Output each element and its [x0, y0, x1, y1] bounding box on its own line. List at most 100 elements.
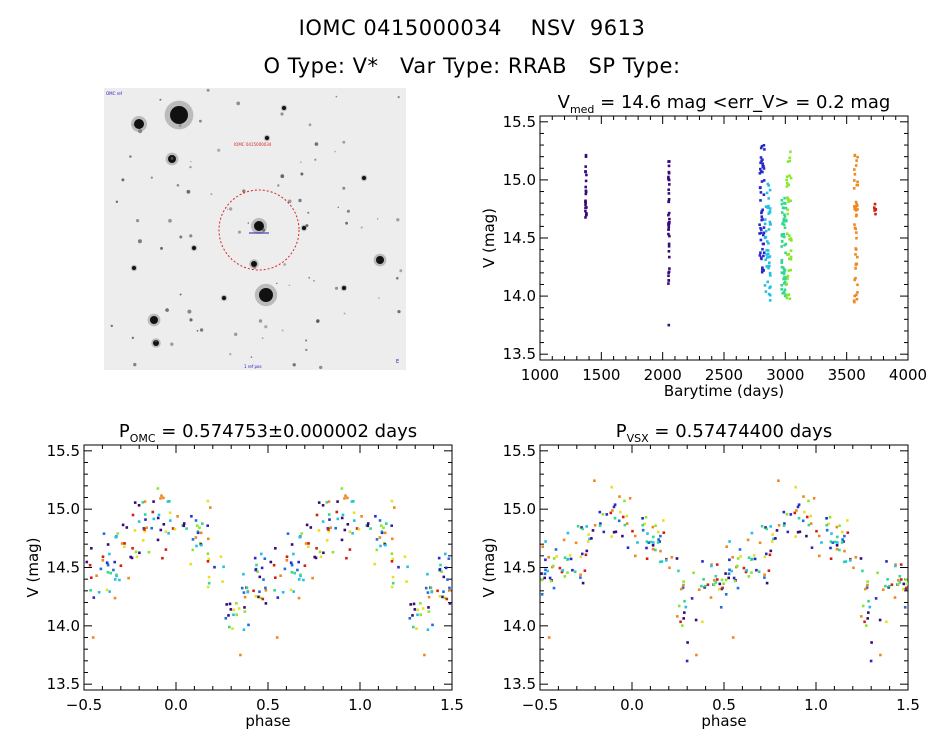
data-point [728, 558, 731, 562]
data-point [752, 554, 756, 557]
data-point [768, 299, 772, 302]
data-point [243, 595, 247, 599]
data-point [261, 597, 265, 601]
data-point [794, 535, 797, 538]
data-point [601, 513, 605, 516]
sky-faint-star [247, 222, 250, 224]
y-tick-label: 14.5 [503, 559, 536, 577]
data-point [116, 532, 120, 535]
data-point [712, 583, 716, 586]
sky-faint-star [298, 198, 302, 203]
data-point [195, 544, 198, 548]
data-point [341, 513, 345, 517]
data-point [164, 548, 168, 551]
data-point [143, 500, 147, 503]
data-point [141, 539, 145, 542]
data-point [789, 255, 793, 259]
data-point [750, 557, 754, 561]
data-point [771, 533, 774, 536]
data-point [759, 226, 762, 230]
data-point [722, 582, 725, 585]
data-point [846, 519, 849, 522]
data-point [552, 557, 556, 560]
data-point [331, 550, 335, 554]
data-point [584, 200, 587, 204]
data-point [348, 548, 352, 551]
data-point [667, 232, 670, 236]
data-point [759, 191, 763, 194]
data-point [765, 265, 768, 268]
data-point [667, 192, 671, 195]
data-point [206, 499, 210, 503]
data-point [424, 586, 428, 590]
data-point [403, 555, 407, 558]
data-point [382, 526, 385, 530]
data-point [853, 278, 856, 282]
data-point [379, 544, 382, 548]
data-point [725, 545, 728, 548]
data-point [714, 581, 718, 584]
data-point [228, 602, 232, 606]
data-point [758, 172, 762, 175]
data-point [558, 566, 562, 570]
data-point [656, 541, 660, 544]
data-point [334, 526, 337, 530]
data-point [767, 569, 771, 572]
sky-faint-star [377, 218, 379, 220]
data-point [762, 231, 766, 235]
data-point [774, 537, 777, 540]
data-point [790, 239, 793, 242]
data-point [759, 256, 763, 259]
sky-faint-star [242, 189, 246, 193]
chart-title: Vmed = 14.6 mag <err_V> = 0.2 mag [558, 92, 891, 116]
data-point [667, 245, 671, 248]
chart-title-main: V [558, 92, 571, 113]
data-point [838, 524, 841, 527]
data-point [199, 531, 203, 535]
data-point [780, 283, 783, 287]
x-tick-label: 0.5 [712, 696, 736, 714]
data-point [786, 293, 789, 297]
data-point [766, 249, 770, 252]
data-point [547, 556, 550, 559]
sky-faint-star [305, 339, 308, 342]
data-point [343, 497, 346, 500]
data-point [390, 524, 393, 527]
sky-faint-star [154, 340, 157, 343]
data-point [789, 199, 792, 203]
data-point [263, 557, 267, 560]
data-point [134, 550, 138, 554]
data-point [682, 617, 685, 620]
data-point [718, 588, 721, 591]
data-point [222, 565, 225, 569]
data-point [785, 513, 789, 516]
sky-faint-star [190, 160, 192, 163]
data-point [446, 578, 449, 581]
data-point [780, 211, 784, 214]
data-point [701, 620, 704, 624]
data-point [224, 617, 228, 620]
data-point [563, 575, 567, 578]
data-point [586, 540, 590, 543]
data-point [686, 641, 689, 644]
data-point [546, 569, 549, 573]
sky-label-east: E [396, 359, 399, 365]
data-point [759, 156, 763, 159]
data-point [541, 545, 544, 548]
data-point [668, 566, 671, 570]
data-point [647, 541, 651, 544]
data-point [853, 205, 856, 208]
data-point [786, 212, 790, 216]
data-point [759, 167, 762, 171]
data-point [769, 222, 772, 226]
data-point [151, 510, 155, 514]
data-point [281, 591, 285, 594]
data-point [651, 547, 655, 551]
data-point [855, 202, 858, 206]
data-point [781, 222, 784, 226]
data-point [755, 568, 758, 572]
plot-frame [539, 115, 909, 361]
data-point [273, 589, 276, 592]
sky-faint-star [189, 165, 192, 169]
data-point [730, 569, 733, 573]
